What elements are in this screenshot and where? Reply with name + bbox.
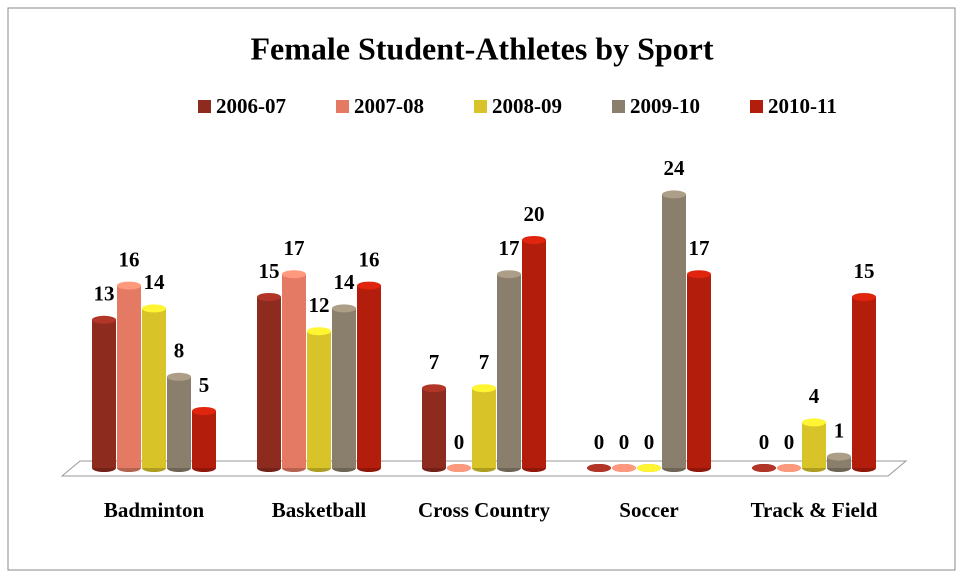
data-label: 24: [664, 156, 686, 180]
bar: [802, 422, 826, 468]
data-label: 0: [644, 430, 655, 454]
bar: [167, 376, 191, 468]
bar: [92, 319, 116, 468]
legend-swatch: [474, 100, 487, 113]
data-label: 0: [454, 430, 465, 454]
legend-swatch: [198, 100, 211, 113]
bar-top: [612, 464, 636, 472]
x-tick-label: Track & Field: [750, 498, 878, 522]
bar-top: [167, 372, 191, 381]
legend-label: 2010-11: [768, 94, 837, 118]
bar: [257, 297, 281, 468]
data-label: 16: [359, 247, 380, 271]
bar-top: [447, 464, 471, 472]
bar: [472, 388, 496, 468]
data-label: 0: [784, 430, 795, 454]
data-label: 5: [199, 373, 210, 397]
bar-top: [357, 281, 381, 290]
data-label: 14: [144, 270, 166, 294]
data-label: 0: [759, 430, 770, 454]
legend-label: 2008-09: [492, 94, 562, 118]
bar-top: [282, 270, 306, 279]
bar-top: [472, 384, 496, 393]
bar: [117, 285, 141, 468]
x-tick-label: Basketball: [271, 498, 367, 522]
x-tick-label: Badminton: [103, 498, 205, 522]
bar: [332, 308, 356, 468]
data-label: 1: [834, 418, 845, 442]
data-label: 14: [334, 270, 356, 294]
bar-top: [117, 281, 141, 290]
data-label: 20: [524, 202, 545, 226]
bar: [282, 274, 306, 468]
bar-top: [497, 270, 521, 279]
bar: [142, 308, 166, 468]
data-label: 8: [174, 339, 185, 363]
bar-top: [662, 190, 686, 199]
bar: [522, 240, 546, 468]
data-label: 16: [119, 247, 140, 271]
bar-top: [332, 304, 356, 313]
legend-label: 2007-08: [354, 94, 424, 118]
bar-top: [852, 293, 876, 301]
bar: [307, 331, 331, 468]
bar: [687, 274, 711, 468]
bar-top: [422, 384, 446, 393]
legend-swatch: [612, 100, 625, 113]
bar-top: [802, 418, 826, 427]
data-label: 17: [689, 236, 710, 260]
data-label: 7: [479, 350, 490, 374]
bar: [357, 285, 381, 468]
legend-swatch: [336, 100, 349, 113]
bar-top: [307, 327, 331, 336]
bar-top: [752, 464, 776, 472]
bar: [422, 388, 446, 468]
data-label: 4: [809, 384, 820, 408]
data-label: 17: [499, 236, 520, 260]
legend-swatch: [750, 100, 763, 113]
bar: [852, 297, 876, 468]
data-label: 13: [94, 282, 115, 306]
bar-top: [257, 293, 281, 301]
bar-top: [192, 407, 216, 415]
legend-label: 2009-10: [630, 94, 700, 118]
bar-top: [827, 452, 851, 461]
data-label: 12: [309, 293, 330, 317]
data-label: 15: [259, 259, 280, 283]
bar: [192, 411, 216, 468]
bar-top: [92, 315, 116, 324]
legend-label: 2006-07: [216, 94, 286, 118]
bar-top: [142, 304, 166, 313]
bar-top: [777, 464, 801, 472]
data-label: 0: [619, 430, 630, 454]
data-label: 7: [429, 350, 440, 374]
x-tick-label: Cross Country: [417, 498, 551, 522]
chart-title: Female Student-Athletes by Sport: [250, 30, 713, 66]
bar: [827, 456, 851, 468]
data-label: 15: [854, 259, 875, 283]
bar-top: [687, 270, 711, 279]
bar: [662, 194, 686, 468]
bar-top: [522, 236, 546, 244]
x-tick-label: Soccer: [619, 498, 679, 522]
bar-top: [587, 464, 611, 472]
data-label: 0: [594, 430, 605, 454]
bar: [497, 274, 521, 468]
bar-top: [637, 464, 661, 472]
data-label: 17: [284, 236, 305, 260]
